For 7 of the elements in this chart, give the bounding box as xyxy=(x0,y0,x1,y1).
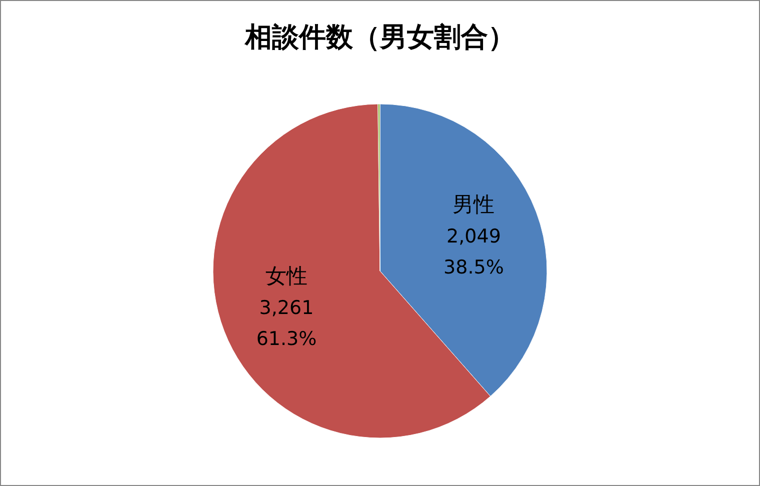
text: 3,261 xyxy=(259,297,314,320)
data-label: 61.3% xyxy=(256,328,317,350)
slice-label: 男性 xyxy=(452,192,495,217)
slice-label: 女性 xyxy=(265,264,308,288)
text: 2,049 xyxy=(446,226,501,248)
data-label: 38.5% xyxy=(444,256,504,279)
chart-title: 相談件数（男女割合） xyxy=(244,22,515,53)
